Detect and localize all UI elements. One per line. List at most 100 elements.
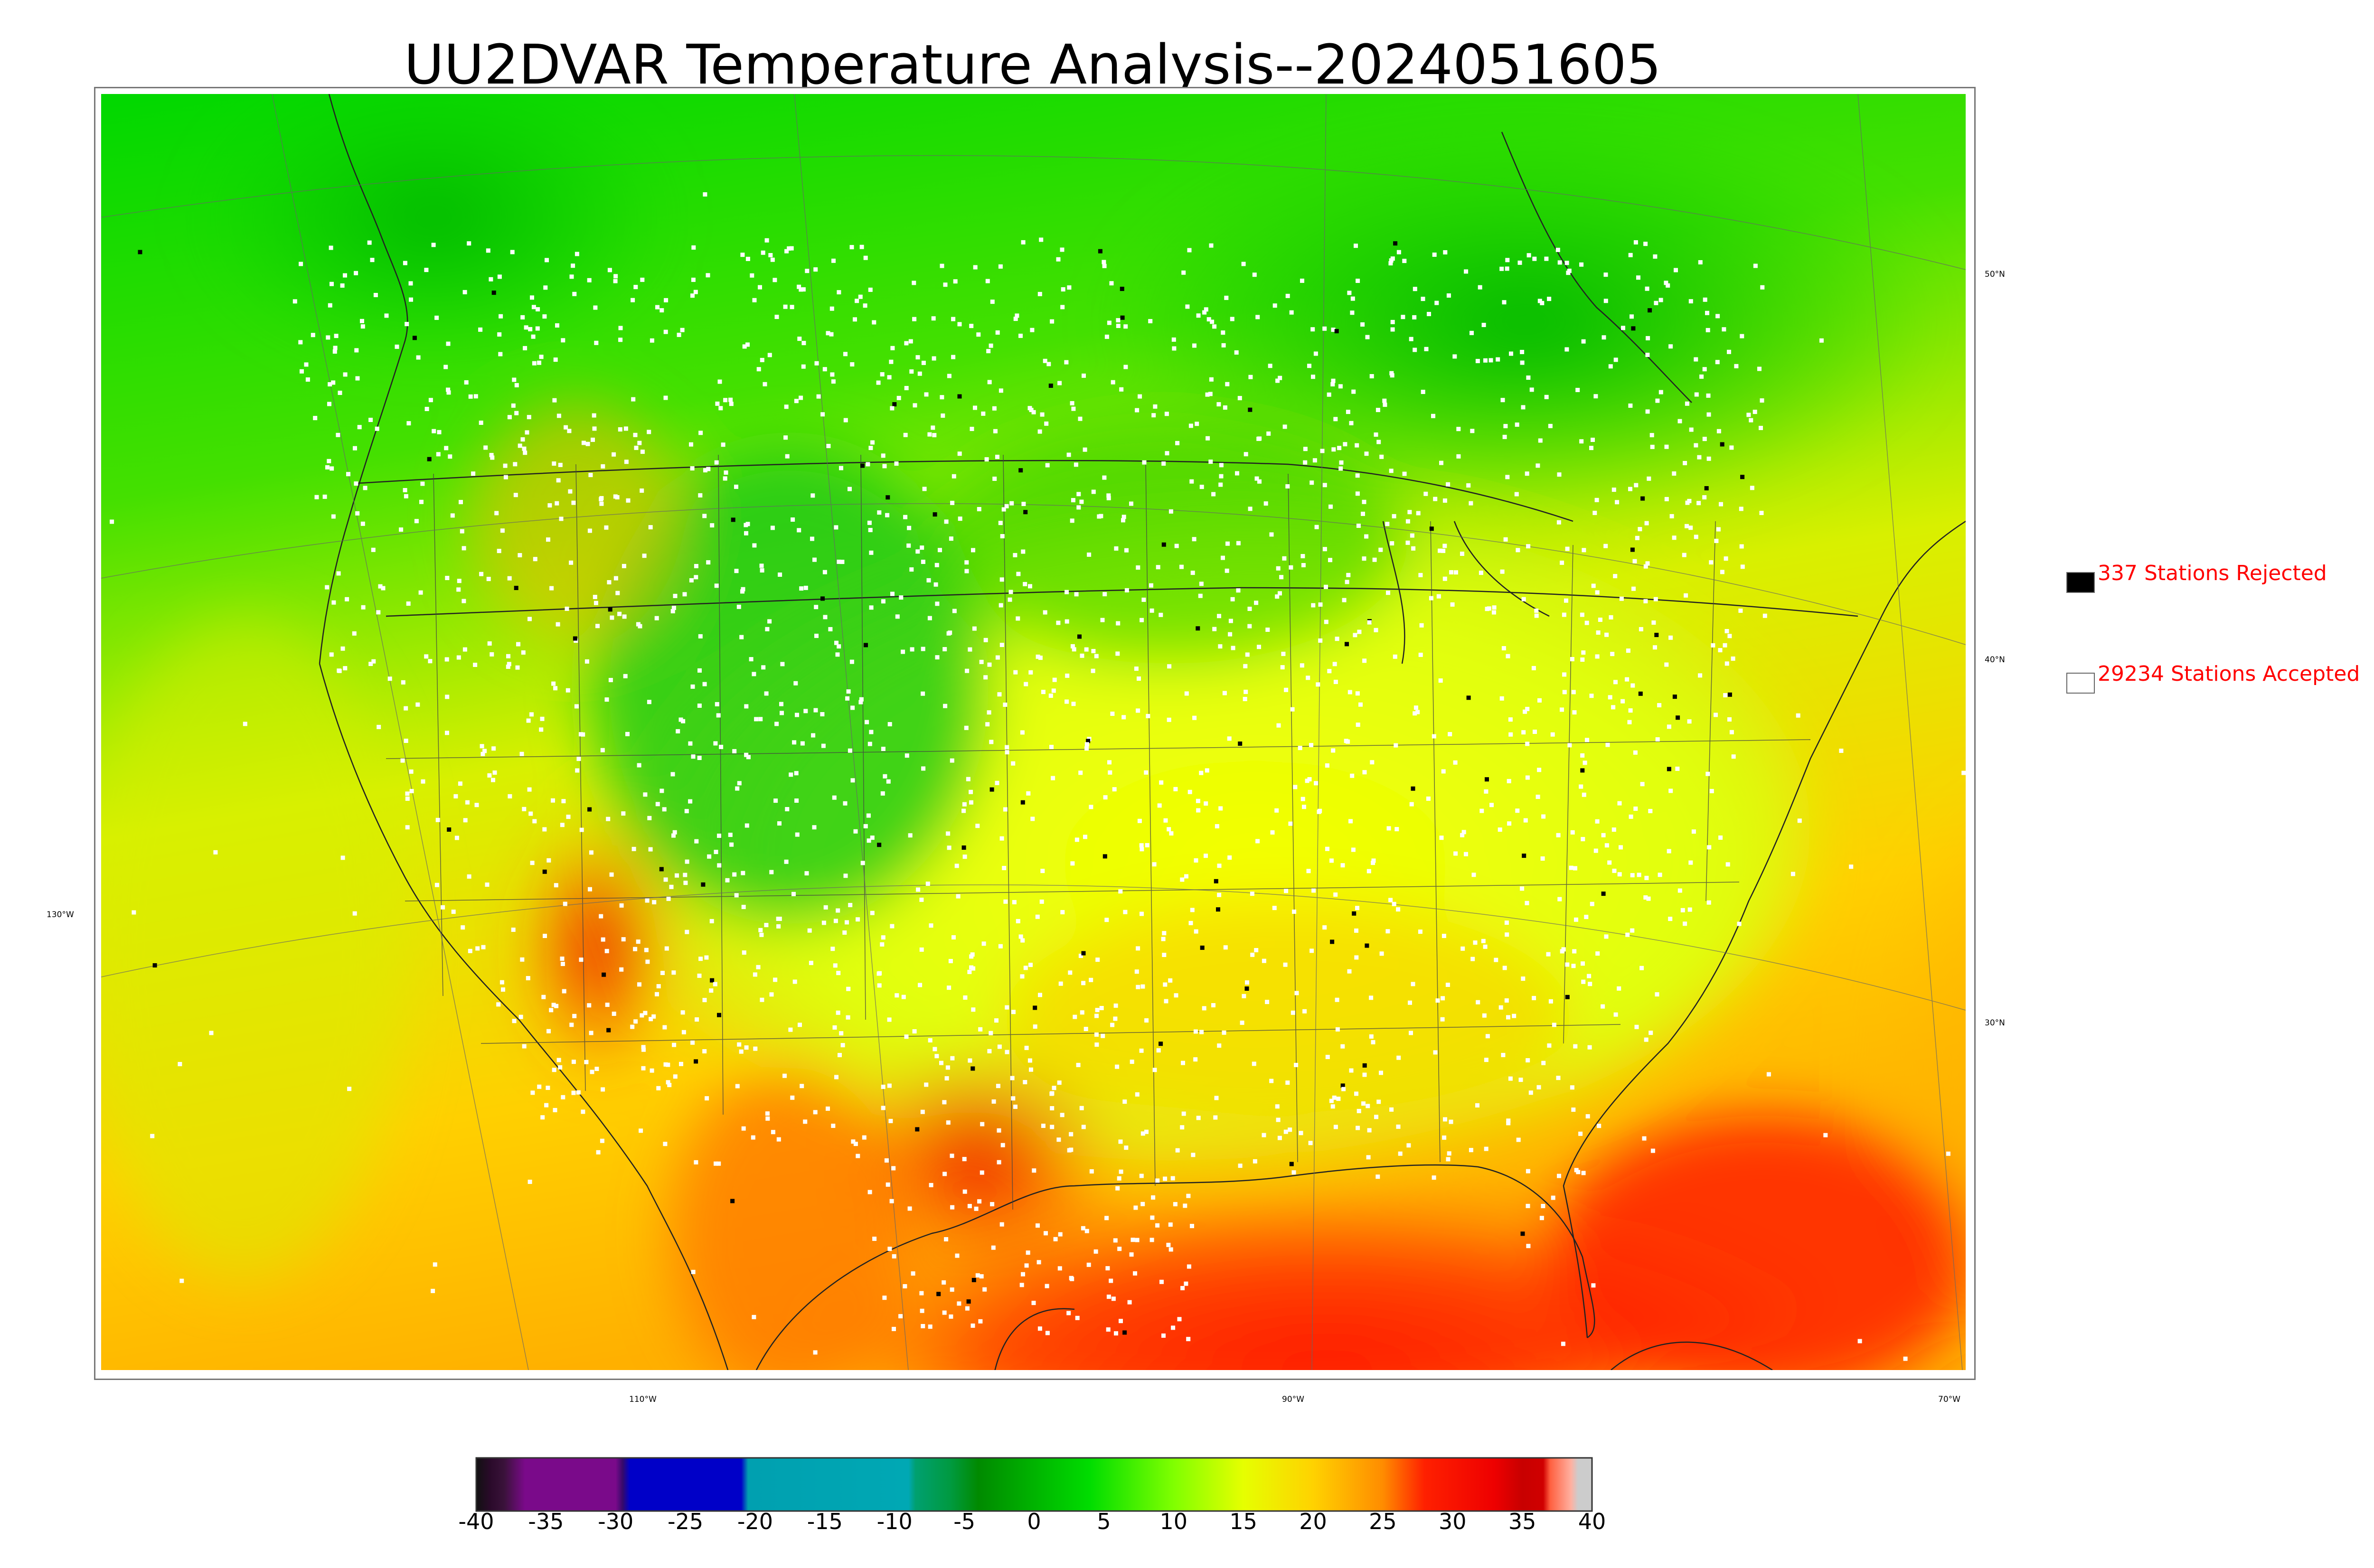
station-marker [1285,1080,1290,1085]
station-marker [803,585,808,590]
station-marker [1485,1034,1490,1039]
station-marker [1218,644,1223,649]
colorbar-tick-label: 35 [1508,1509,1536,1534]
station-marker [1115,651,1120,656]
station-marker [1224,295,1229,300]
station-marker [745,342,750,347]
station-marker [1000,534,1005,538]
station-marker [682,592,687,597]
station-marker [1345,642,1349,647]
station-marker [609,872,614,877]
station-marker [1276,723,1281,728]
station-marker [810,493,815,498]
station-marker [797,284,801,289]
station-marker [1120,287,1124,291]
station-marker [985,279,990,283]
station-marker [1581,961,1585,966]
station-marker [528,811,533,816]
station-marker [1676,715,1680,720]
station-marker [1650,444,1655,449]
station-marker [1548,423,1553,428]
station-marker [330,282,334,286]
station-marker [326,335,330,340]
station-marker [735,1084,740,1089]
station-marker [867,742,872,746]
station-marker [433,1262,437,1267]
station-marker [880,791,885,796]
station-marker [1086,1262,1091,1267]
station-marker [619,903,624,908]
station-marker [670,609,675,613]
station-marker [497,274,502,279]
station-marker [553,357,558,362]
station-marker [925,882,930,886]
station-marker [1039,237,1044,242]
station-marker [481,945,486,949]
station-marker [989,1031,993,1035]
station-marker [551,798,555,803]
station-marker [491,778,495,782]
station-marker [1266,431,1271,436]
station-marker [376,610,381,615]
station-marker [705,1096,709,1101]
station-marker [1358,702,1363,707]
station-marker [961,808,966,813]
station-marker [415,702,420,707]
station-marker [1475,359,1480,363]
station-marker [607,580,612,584]
station-marker [681,719,686,723]
station-marker [1498,827,1502,832]
station-marker [952,609,957,613]
station-marker [512,377,517,382]
station-marker [734,893,739,898]
station-marker [1371,861,1375,865]
station-marker [1329,858,1334,863]
station-marker [995,780,999,785]
station-marker [776,924,781,929]
colorbar-tick-label: -15 [807,1509,843,1534]
station-marker [446,387,451,392]
station-marker [431,243,436,247]
station-marker [1236,588,1241,593]
station-marker [424,407,429,411]
station-marker [1094,654,1099,658]
station-marker [683,873,688,877]
station-marker [1161,1333,1166,1338]
station-marker [1294,1062,1299,1067]
station-marker [1312,458,1317,463]
station-marker [1284,889,1289,893]
station-marker [1649,1031,1653,1035]
station-marker [1526,1244,1531,1249]
station-marker [1426,796,1431,801]
station-marker [1362,556,1366,561]
station-marker [546,537,550,542]
station-marker [1658,390,1663,394]
station-marker [912,317,917,321]
station-marker [1163,982,1168,987]
station-marker [1284,687,1289,692]
station-marker [1760,398,1764,403]
station-marker [1341,1087,1346,1091]
station-marker [473,394,478,399]
station-marker [1687,719,1692,724]
station-marker [1518,1078,1523,1082]
station-marker [1253,1159,1257,1164]
station-marker [1581,650,1586,655]
station-marker [697,756,702,760]
station-marker [698,634,703,638]
station-marker [928,1324,933,1329]
station-marker [465,800,470,805]
station-marker [1120,315,1125,320]
station-marker [691,754,696,759]
station-marker [531,334,536,339]
station-marker [889,1199,894,1203]
station-marker [717,379,722,384]
station-marker [1167,827,1171,832]
station-marker [384,313,389,318]
station-marker [867,520,872,525]
station-marker [330,466,334,471]
station-marker [966,1299,971,1304]
station-marker [573,636,577,641]
station-marker [791,892,796,896]
station-marker [1289,310,1294,315]
